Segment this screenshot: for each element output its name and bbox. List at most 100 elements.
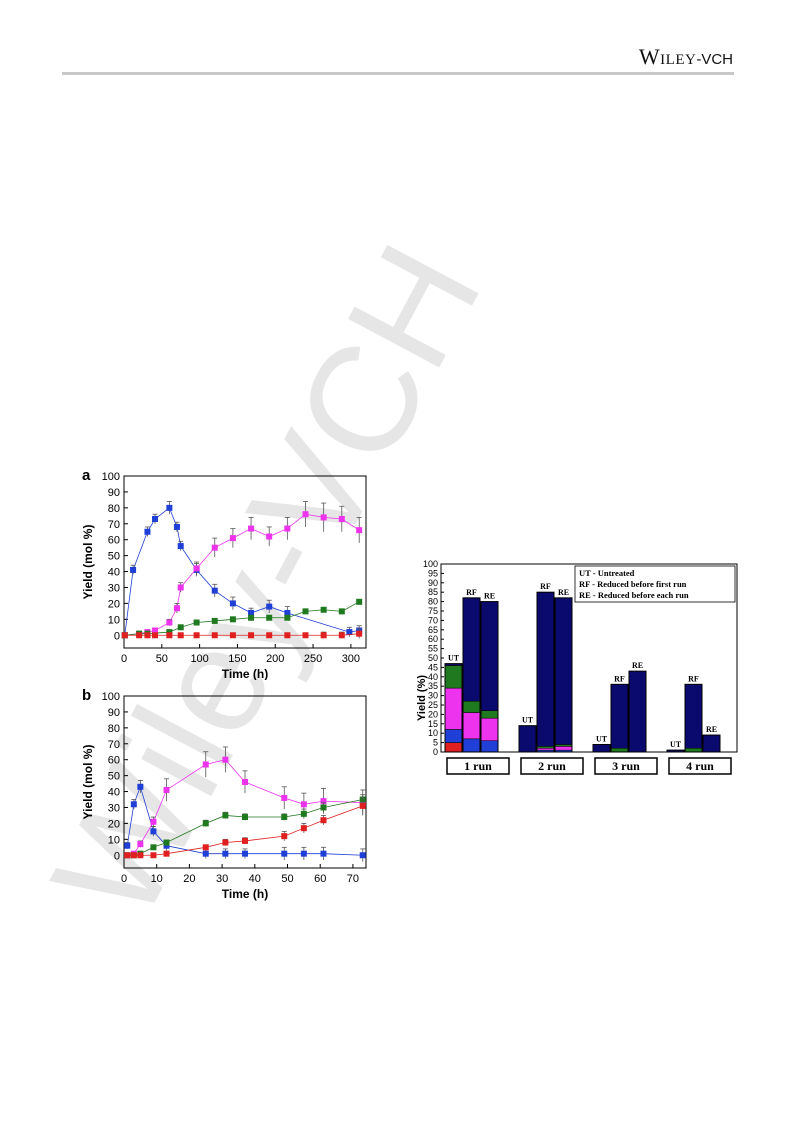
chart-b-data-point-blue [150,828,157,835]
chart-c-bar-segment-magenta [444,687,463,730]
chart-a-series-line-magenta [124,513,360,636]
chart-a-data-point-blue [173,523,180,530]
chart-a-y-tick-label: 10 [108,614,120,626]
chart-b-y-tick-label: 70 [108,739,120,751]
chart-b-data-point-green [150,844,157,851]
brand-main: Wiley [638,44,697,69]
chart-c-bar-segment-magenta [462,712,481,740]
chart-b-data-point-red [202,844,209,851]
chart-b-data-point-magenta [281,794,288,801]
chart-b-data-point-blue [130,801,137,808]
chart-c-bar-segment-navy [554,597,573,745]
brand-sub: -VCH [696,51,733,68]
chart-b-data-point-magenta [320,798,327,805]
chart-a-data-point-green [338,608,345,615]
chart-a-data-point-green [248,614,255,621]
chart-b-data-point-red [300,825,307,832]
chart-a-y-tick-label: 0 [114,630,120,642]
chart-b-data-point-blue [137,783,144,790]
chart-a-x-axis-label: Time (h) [222,667,268,680]
chart-a-data-point-green [211,617,218,624]
chart-a-data-point-green [193,619,200,626]
chart-b-x-tick-label: 40 [249,873,261,885]
chart-c-bar-label: RE [484,592,495,601]
chart-c-bar-segment-navy [536,591,555,747]
chart-a-y-tick-label: 80 [108,503,120,515]
chart-b-data-point-blue [359,852,366,859]
chart-c-y-tick-label: 55 [428,644,438,654]
chart-b-x-tick-label: 10 [151,873,163,885]
chart-c-bar-segment-magenta [480,717,499,741]
chart-a-data-point-magenta [177,584,184,591]
chart-a-data-point-blue [229,600,236,607]
chart-b-data-point-green [222,812,229,819]
chart-c-bar-segment-green [462,700,481,713]
chart-c-y-tick-label: 60 [428,634,438,644]
chart-a-data-point-blue [130,566,137,573]
chart-b-data-point-red [130,852,137,859]
chart-c-bar-label: RE [632,661,643,670]
chart-a-x-tick-label: 300 [342,653,360,665]
chart-a-y-tick-label: 100 [102,471,120,483]
chart-c-bar-label: UT [448,654,460,663]
chart-b-data-point-blue [222,850,229,857]
publisher-logo: Wiley-VCH [639,44,733,70]
chart-c-bar-segment-navy [462,597,481,702]
chart-c-bar-outline [610,683,629,753]
chart-b-data-point-red [320,817,327,824]
chart-b-y-axis-label: Yield (mol %) [81,745,95,820]
chart-a-data-point-red [121,632,128,639]
chart-c-bar-segment-navy [518,725,537,753]
chart-a-data-point-red [338,632,345,639]
chart-a-data-point-magenta [229,535,236,542]
chart-a-x-tick-label: 250 [304,653,322,665]
chart-c-y-tick-label: 85 [428,587,438,597]
chart-b-data-point-red [150,852,157,859]
chart-a-data-point-red [177,632,184,639]
chart-c-group-box [594,757,658,775]
chart-a-data-point-magenta [284,525,291,532]
chart-b-x-tick-label: 60 [314,873,326,885]
chart-c-bar-outline [480,601,499,753]
chart-b-data-point-green [242,814,248,821]
chart-b-y-tick-label: 50 [108,771,120,783]
chart-a-plot-frame [123,475,367,649]
chart-a-data-point-green [302,608,309,615]
chart-c-bar-outline [554,597,573,753]
chart-c-bar-label: RF [614,674,625,683]
chart-a-data-point-magenta [356,527,363,534]
chart-c-bar-outline [628,670,647,753]
chart-b-data-point-green [320,804,327,811]
chart-c-bar-outline [462,597,481,753]
chart-b-data-point-blue [124,842,131,849]
chart-c-bar-segment-green [554,744,573,747]
chart-c-bar-label: UT [522,716,534,725]
chart-a-data-point-red [152,632,159,639]
chart-c-y-tick-label: 25 [428,700,438,710]
chart-a-data-point-green [229,616,236,623]
chart-c-y-tick-label: 0 [433,747,438,757]
chart-c-bar-segment-magenta [554,746,573,751]
chart-c-y-tick-label: 95 [428,568,438,578]
chart-a-data-point-magenta [338,516,345,522]
chart-b-data-point-blue [320,850,327,857]
chart-c-bar-segment-navy [702,734,721,753]
chart-b-y-tick-label: 100 [102,691,120,703]
chart-a-data-point-red [193,632,200,639]
chart-c-group-label: 3 run [612,759,640,773]
chart-b-series-line-blue [126,785,363,856]
chart-c-bar-segment-magenta [536,747,555,751]
chart-b-y-tick-label: 90 [108,707,120,719]
chart-a-y-tick-label: 20 [108,598,120,610]
chart-a-data-point-magenta [152,627,159,634]
chart-a-data-point-magenta [211,544,218,551]
chart-c-y-tick-label: 100 [423,559,438,569]
chart-c-y-tick-label: 15 [428,719,438,729]
chart-a-data-point-green [284,614,291,621]
chart-a-data-point-blue [284,609,291,616]
chart-c-bar-segment-navy [628,670,647,753]
chart-a-data-point-magenta [266,533,273,540]
chart-a-data-point-magenta [320,514,327,521]
chart-b-x-tick-label: 30 [216,873,228,885]
chart-b-series-line-red [127,805,363,856]
